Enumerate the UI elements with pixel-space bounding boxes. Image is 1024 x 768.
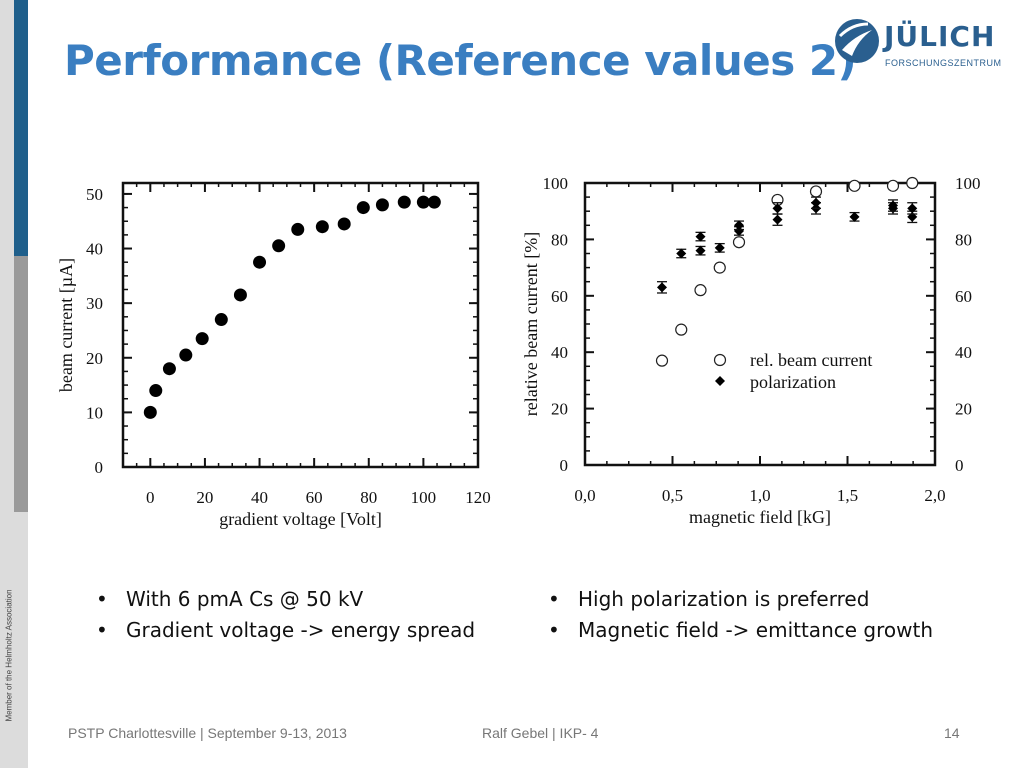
data-point-beam-current [655,354,669,367]
data-point-polarization [772,214,783,225]
data-point [291,222,305,236]
legend-marker-polarization [715,376,725,386]
data-point [143,405,157,419]
y-tick-label: 30 [86,294,103,313]
x-tick-label: 80 [360,488,377,507]
data-point-polarization [676,248,687,259]
y-tick-label: 10 [86,403,103,422]
data-point [253,255,267,269]
x-axis-label: gradient voltage [Volt] [219,509,382,529]
y2-tick-label: 100 [955,175,981,193]
data-point-polarization [907,211,918,222]
page-number: 14 [944,725,960,741]
y-tick-label: 40 [551,343,568,362]
y-tick-label: 0 [95,458,104,477]
data-point-polarization [734,225,744,236]
data-point-polarization [888,200,898,211]
data-point [272,239,286,253]
y-tick-label: 50 [86,185,103,204]
y-tick-label: 80 [551,230,568,249]
data-point-polarization [772,203,783,214]
x-tick-label: 0 [146,488,155,507]
y-tick-label: 0 [560,456,569,475]
data-point-polarization [849,211,860,222]
y2-tick-label: 0 [955,456,964,475]
y-axis-label: relative beam current [%] [521,232,541,416]
y2-tick-label: 60 [955,287,972,306]
y2-tick-label: 20 [955,400,972,419]
y-tick-label: 20 [86,349,103,368]
x-tick-label: 0,0 [574,486,595,505]
data-point-beam-current [848,179,861,192]
plot-frame [583,181,937,467]
logo: JÜLICH FORSCHUNGSZENTRUM [832,14,1004,74]
y-tick-label: 20 [551,400,568,419]
data-point-beam-current [886,179,900,192]
footer-event: PSTP Charlottesville | September 9-13, 2… [68,725,347,741]
x-tick-label: 1,5 [837,486,858,505]
x-axis-label: magnetic field [kG] [689,507,831,527]
slide-title: Performance (Reference values 2) [64,36,857,85]
data-point [315,220,329,234]
data-point-polarization [695,245,706,256]
data-point [427,195,441,209]
y-tick-label: 40 [86,240,103,259]
legend-label: polarization [750,372,836,392]
chart-beam-current-vs-voltage: 0 20 40 60 80 100 120 0 10 20 30 40 50 gradient volta… [56,181,491,529]
data-point [416,195,430,209]
footer-author: Ralf Gebel | IKP- 4 [482,725,599,741]
data-point-polarization [714,242,725,253]
logo-icon [835,19,879,63]
data-point-polarization [657,282,667,293]
data-point-beam-current [906,176,919,190]
data-point-polarization [811,197,821,208]
data-point [397,195,411,209]
data-point-beam-current [694,284,707,297]
data-point [233,288,247,302]
data-point-beam-current [713,261,726,274]
data-point [214,313,228,327]
x-tick-label: 0,5 [662,486,683,505]
data-point [195,332,209,346]
data-point [337,217,351,231]
bullet-list-left: • With 6 pmA Cs @ 50 kV • Gradient voltage… [96,587,475,649]
x-tick-label: 120 [465,488,491,507]
data-point [356,201,370,215]
y2-tick-label: 40 [955,343,972,362]
logo-subtitle: FORSCHUNGSZENTRUM [885,58,1002,68]
y2-tick-label: 80 [955,230,972,249]
data-point-polarization [734,220,744,231]
data-point [179,348,193,362]
legend-label: rel. beam current [750,350,872,370]
data-point [162,362,176,376]
bullet-item: • Gradient voltage -> energy spread [96,618,476,642]
x-tick-label: 20 [196,488,213,507]
y-tick-label: 60 [551,287,568,306]
logo-name: JÜLICH [884,20,996,53]
bullet-item: • Magnetic field -> emittance growth [548,618,933,642]
bullet-list-right: • High polarization is preferred • Magneti… [548,587,933,649]
data-point-beam-current [675,323,688,336]
x-tick-label: 1,0 [749,486,770,505]
y-axis-label: beam current [µA] [56,258,76,392]
x-tick-label: 60 [306,488,323,507]
data-point [375,198,389,212]
data-point-polarization [907,203,918,214]
y-tick-label: 100 [543,175,569,193]
legend-marker-beam-current [713,353,727,367]
side-bar: Member of the Helmholtz Association [0,0,28,768]
data-point-polarization [695,231,706,242]
side-bar-accent [14,0,28,256]
data-point-beam-current [809,185,823,198]
chart-field-dependence: 0,0 0,5 1,0 1,5 2,0 0 20 40 60 80 100 0 20 40 60 80 100 m… [521,175,981,527]
x-tick-label: 100 [411,488,437,507]
bullet-item: • High polarization is preferred [548,587,870,611]
x-tick-label: 2,0 [924,486,945,505]
x-tick-label: 40 [251,488,268,507]
bullet-item: • With 6 pmA Cs @ 50 kV [96,587,364,611]
side-bar-mid [14,256,28,512]
side-text: Member of the Helmholtz Association [4,589,14,722]
data-point [149,384,163,398]
data-point-beam-current [732,236,746,249]
